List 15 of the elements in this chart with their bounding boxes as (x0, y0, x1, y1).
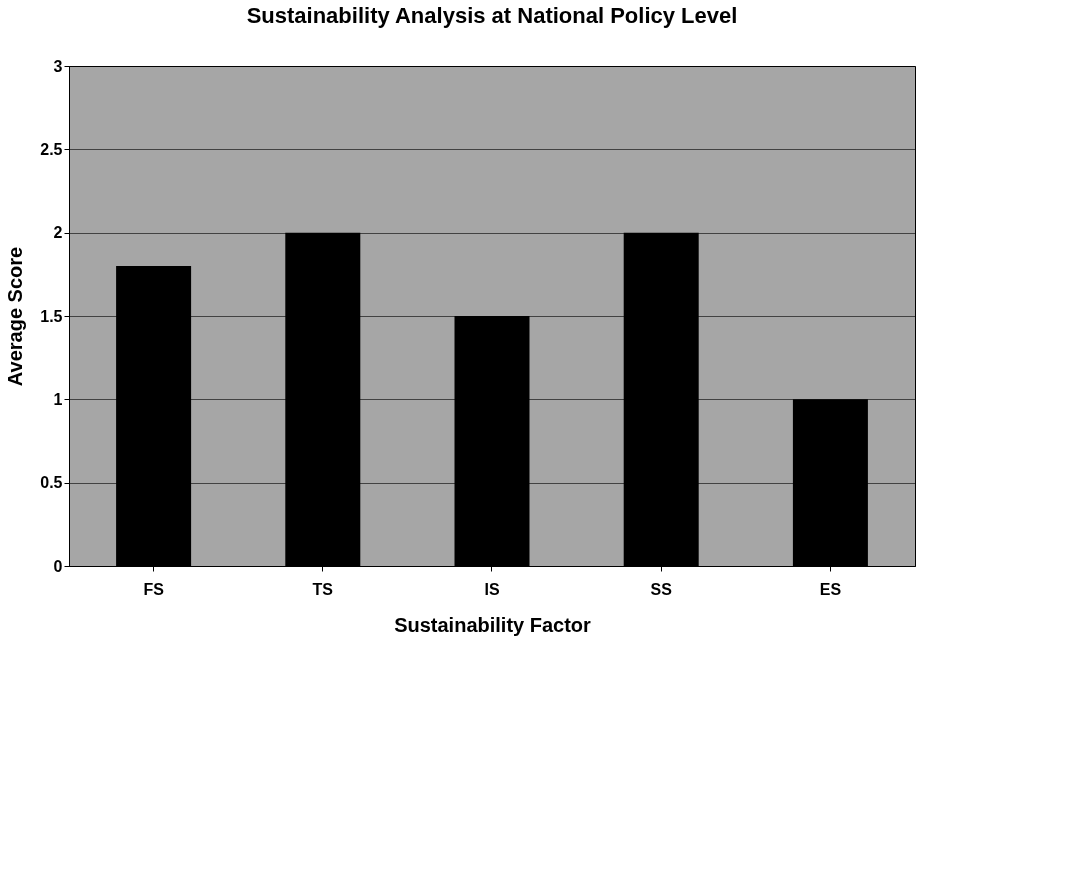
y-tick-label: 2 (53, 224, 63, 242)
y-tick-label: 3 (53, 57, 63, 75)
x-tick-label: IS (484, 580, 500, 598)
x-tick-label: ES (819, 580, 842, 598)
y-tick-label: 0 (53, 557, 63, 575)
x-tick-label: SS (650, 580, 673, 598)
y-axis-title: Average Score (4, 246, 27, 387)
y-tick-label: 2.5 (40, 140, 63, 158)
x-axis-title: Sustainability Factor (394, 613, 592, 636)
x-tick-label: TS (312, 580, 334, 598)
chart-title: Sustainability Analysis at National Policy Level (246, 3, 738, 28)
y-tick-label: 1 (53, 390, 63, 408)
y-tick-label: 0.5 (40, 474, 63, 492)
x-tick-label: FS (143, 580, 165, 598)
y-tick-label: 1.5 (40, 307, 63, 325)
